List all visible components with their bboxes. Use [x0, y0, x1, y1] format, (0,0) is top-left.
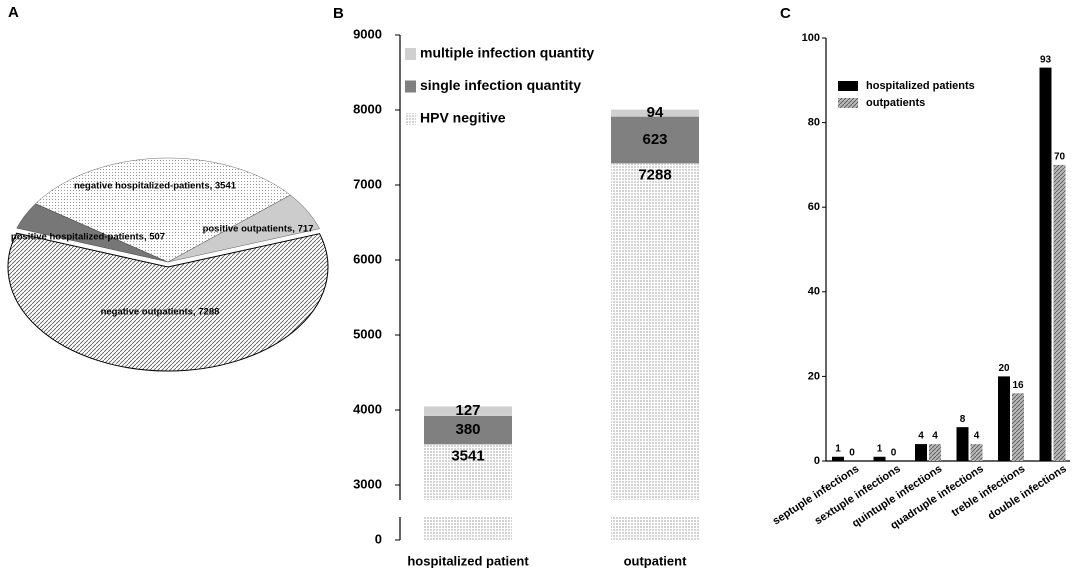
- bar: [873, 456, 886, 461]
- legend-swatch: [838, 98, 858, 108]
- value-label: 94: [647, 104, 664, 121]
- bar-segment: [611, 163, 699, 540]
- value-label: 0: [849, 448, 855, 459]
- y-tick-label: 4000: [353, 401, 382, 416]
- y-tick-label: 60: [808, 201, 820, 213]
- slice-label: positive outpatients, 717: [203, 224, 314, 235]
- slice-label: negative hospitalized-patients, 3541: [74, 181, 237, 192]
- value-label: 20: [998, 363, 1010, 374]
- y-tick-label: 8000: [353, 101, 382, 116]
- value-label: 7288: [638, 166, 671, 183]
- pie-slice: [7, 232, 329, 372]
- legend-swatch: [405, 48, 416, 60]
- bar: [998, 376, 1010, 461]
- value-label: 3541: [451, 447, 484, 464]
- slice-label: positive hospitalized-patients, 507: [11, 232, 165, 243]
- legend-swatch: [405, 113, 416, 125]
- bar-segment: [424, 406, 512, 416]
- legend-label: hospitalized patients: [866, 80, 975, 92]
- bar-segment: [611, 109, 699, 117]
- y-tick-label: 7000: [353, 176, 382, 191]
- value-label: 4: [932, 431, 938, 442]
- legend-label: multiple infection quantity: [420, 45, 594, 61]
- bar-segment: [611, 116, 699, 164]
- slice-label: negative outpatients, 7288: [101, 307, 220, 318]
- y-tick-label: 20: [808, 370, 820, 382]
- bar: [970, 444, 983, 461]
- panel-label: A: [8, 4, 19, 21]
- value-label: 127: [455, 402, 480, 419]
- legend-swatch: [405, 80, 416, 93]
- y-tick-label: 3000: [353, 476, 382, 491]
- legend-label: single infection quantity: [420, 77, 581, 93]
- bar: [956, 427, 969, 461]
- x-tick-label: hospitalized patient: [407, 553, 529, 568]
- value-label: 16: [1012, 380, 1024, 391]
- bar: [1039, 67, 1052, 462]
- y-tick-label: 40: [808, 286, 820, 298]
- panel-label: C: [780, 5, 791, 22]
- value-label: 93: [1040, 54, 1052, 65]
- value-label: 1: [835, 443, 841, 454]
- value-label: 1: [877, 443, 883, 454]
- pie-slice: [35, 157, 291, 263]
- bar-segment: [424, 415, 512, 445]
- x-tick-label: double infections: [986, 463, 1069, 523]
- bar-segment: [424, 444, 512, 540]
- value-label: 380: [455, 421, 480, 438]
- bar: [832, 456, 844, 461]
- y-tick-label: 9000: [353, 26, 382, 41]
- bar: [1012, 393, 1024, 461]
- bar: [929, 444, 941, 461]
- value-label: 4: [974, 431, 980, 442]
- panel-label: B: [333, 5, 344, 22]
- bar: [915, 444, 927, 461]
- value-label: 623: [642, 131, 667, 148]
- y-tick-label: 0: [375, 531, 382, 546]
- y-tick-label: 100: [802, 32, 820, 44]
- legend-label: HPV negitive: [420, 110, 506, 126]
- value-label: 70: [1054, 152, 1066, 163]
- value-label: 8: [960, 414, 966, 425]
- pie-slice: [167, 194, 320, 263]
- legend-label: outpatients: [866, 97, 925, 109]
- y-tick-label: 80: [808, 117, 820, 129]
- legend-swatch: [838, 81, 858, 91]
- x-tick-label: outpatient: [624, 553, 687, 568]
- bar: [1053, 164, 1066, 461]
- y-tick-label: 5000: [353, 326, 382, 341]
- y-tick-label: 0: [814, 455, 820, 467]
- y-tick-label: 6000: [353, 251, 382, 266]
- value-label: 4: [918, 431, 924, 442]
- value-label: 0: [891, 448, 897, 459]
